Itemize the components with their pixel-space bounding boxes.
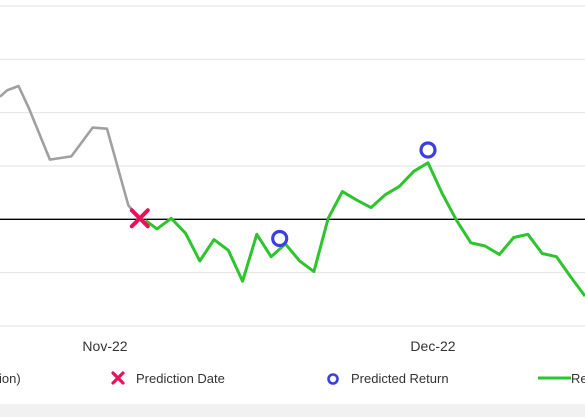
legend-item-prediction-date[interactable]: Prediction Date: [111, 371, 225, 386]
line-chart: Nov-22 Dec-22 ion) Prediction Date Predi…: [0, 5, 585, 386]
markers: [129, 141, 437, 248]
x-tick-label-dec: Dec-22: [410, 338, 455, 354]
legend-label-prediction-date: Prediction Date: [136, 371, 225, 386]
x-marker-icon: [111, 371, 125, 385]
legend-label-predicted-return: Predicted Return: [351, 371, 449, 386]
series-lines: [0, 84, 585, 297]
bottom-strip: [0, 404, 585, 417]
legend-item-history[interactable]: ion): [0, 371, 21, 386]
predicted-return-marker-1: [419, 141, 437, 159]
gridlines: [0, 5, 585, 327]
x-tick-label-nov: Nov-22: [82, 338, 127, 354]
series-return-line: [144, 161, 585, 297]
legend: ion) Prediction Date Predicted Return Re: [0, 371, 585, 386]
circle-marker-icon: [327, 373, 339, 385]
legend-label-return: Re: [571, 371, 585, 386]
legend-item-return[interactable]: Re: [538, 371, 585, 386]
legend-label-history: ion): [0, 371, 21, 386]
predicted-return-marker-0: [271, 229, 289, 248]
series-history-line: [0, 84, 141, 220]
legend-item-predicted-return[interactable]: Predicted Return: [327, 371, 449, 386]
prediction-date-marker: [129, 208, 150, 229]
